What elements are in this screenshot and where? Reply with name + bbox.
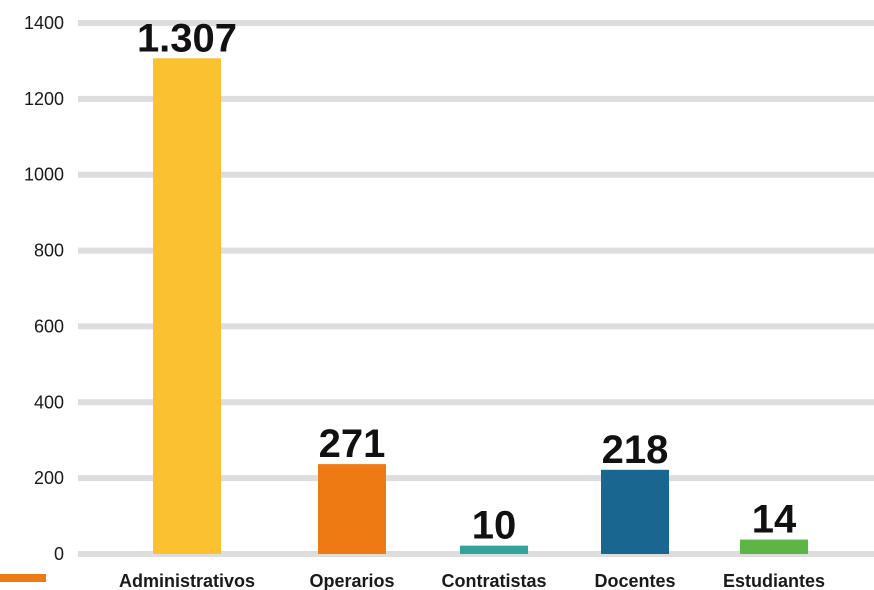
legend-swatch (0, 574, 46, 582)
data-labels: 1.307 271 10 218 14 (137, 16, 797, 547)
x-category-label: Contratistas (441, 571, 546, 590)
bar (601, 469, 669, 554)
legend (0, 574, 46, 582)
y-tick-label: 1400 (24, 13, 64, 33)
y-tick-label: 0 (54, 544, 64, 564)
x-category-label: Administrativos (119, 571, 255, 590)
x-category-label: Estudiantes (723, 571, 825, 590)
x-category-label: Docentes (594, 571, 675, 590)
data-label: 271 (319, 422, 386, 466)
data-label: 1.307 (137, 16, 237, 60)
y-axis-ticks: 0 200 400 600 800 1000 1200 1400 (24, 13, 64, 564)
data-label: 10 (472, 504, 517, 548)
bar (740, 539, 808, 554)
y-tick-label: 800 (34, 241, 64, 261)
data-label: 218 (602, 428, 669, 472)
bar (318, 464, 386, 554)
data-label: 14 (752, 498, 797, 542)
x-axis-labels: Administrativos Operarios Contratistas Doce… (119, 571, 825, 590)
bar (153, 58, 221, 555)
y-tick-label: 1200 (24, 89, 64, 109)
y-tick-label: 400 (34, 392, 64, 412)
y-tick-label: 600 (34, 316, 64, 336)
y-tick-label: 1000 (24, 165, 64, 185)
x-category-label: Operarios (309, 571, 394, 590)
bar (460, 545, 528, 554)
bars (153, 58, 808, 555)
y-tick-label: 200 (34, 468, 64, 488)
